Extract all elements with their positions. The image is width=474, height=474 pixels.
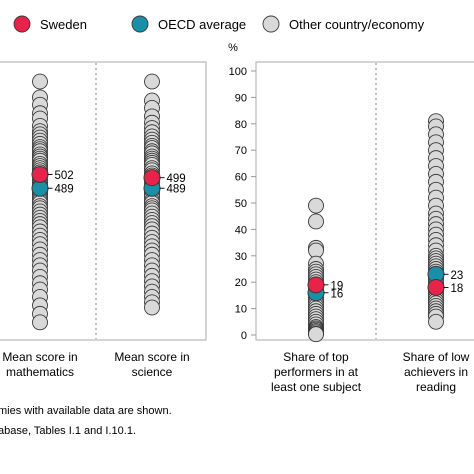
legend-item-oecd-average: OECD average	[131, 15, 246, 33]
point-other-country-economy-scores-1	[32, 73, 48, 90]
footnote-2: abase, Tables I.1 and I.10.1.	[0, 425, 136, 437]
point-other-country-economy-scores-1	[32, 314, 48, 331]
category-label-line: least one subject	[271, 380, 362, 394]
point-sweden-scores-1	[31, 165, 49, 183]
data-label-sweden: 502	[55, 170, 74, 182]
point-other-country-economy-shares-2	[428, 313, 444, 330]
point-other-country-economy-scores-2	[144, 73, 160, 90]
category-label-line: Mean score in	[114, 350, 189, 364]
point-sweden-shares-1	[307, 276, 325, 294]
category-label-line: mathematics	[6, 365, 74, 379]
category-label-scores-1: Mean score in mathematics	[2, 350, 77, 379]
point-other-country-economy-scores-2	[144, 299, 160, 316]
y-tick-label: 0	[241, 330, 247, 342]
panel-shares-category-labels: Share of top performers in at least one su…	[271, 350, 470, 394]
y-tick-label: 40	[235, 224, 247, 236]
panel-mean-scores-points	[31, 73, 161, 331]
y-tick-label: 70	[235, 145, 247, 157]
y-tick-label: 10	[235, 304, 247, 316]
data-label-oecd-average: 16	[331, 288, 344, 300]
legend-label-other-country: Other country/economy	[289, 17, 425, 32]
category-label-shares-2: Share of low achievers in reading	[403, 350, 470, 394]
panel-shares-y-axis: 0 10 20 30 40 50 60 70 80 90 100	[229, 66, 256, 342]
category-label-line: achievers in	[404, 365, 468, 379]
data-label-oecd-average: 489	[167, 184, 186, 196]
y-tick-label: 30	[235, 251, 247, 263]
data-label-sweden: 499	[167, 173, 186, 185]
panel-shares-points	[307, 113, 445, 343]
point-sweden-scores-2	[143, 169, 161, 187]
legend-item-sweden: Sweden	[13, 15, 87, 33]
footnotes: mies with available data are shown. abas…	[0, 405, 172, 437]
legend-label-oecd-average: OECD average	[158, 17, 246, 32]
category-label-line: reading	[416, 380, 456, 394]
category-label-scores-2: Mean score in science	[114, 350, 189, 379]
category-label-line: Mean score in	[2, 350, 77, 364]
data-label-oecd-average: 489	[55, 184, 74, 196]
category-label-line: Share of low	[403, 350, 470, 364]
category-label-line: Share of top	[283, 350, 349, 364]
legend-swatch-other-country	[262, 15, 280, 33]
y-tick-label: 80	[235, 119, 247, 131]
legend-swatch-sweden	[13, 15, 31, 33]
data-label-sweden: 18	[451, 283, 464, 295]
category-label-shares-1: Share of top performers in at least one su…	[271, 350, 362, 394]
y-tick-label: 20	[235, 277, 247, 289]
footnote-1: mies with available data are shown.	[0, 405, 172, 417]
point-sweden-shares-2	[427, 278, 445, 296]
panel-mean-scores-frame	[0, 61, 207, 341]
category-label-line: science	[132, 365, 173, 379]
y-tick-label: 100	[229, 66, 247, 78]
legend-label-sweden: Sweden	[40, 17, 87, 32]
category-label-line: performers in at	[274, 365, 359, 379]
legend-swatch-oecd-average	[131, 15, 149, 33]
panel-shares-frame	[255, 61, 474, 341]
point-other-country-economy-shares-1	[308, 213, 324, 230]
data-label-sweden: 19	[331, 280, 344, 292]
point-other-country-economy-shares-1	[308, 326, 324, 343]
y-tick-label: 60	[235, 172, 247, 184]
point-other-country-economy-shares-1	[308, 197, 324, 214]
y-tick-label: 50	[235, 198, 247, 210]
data-label-oecd-average: 23	[451, 270, 464, 282]
legend-item-other-country: Other country/economy	[262, 15, 425, 33]
legend: Sweden OECD average Other country/econom…	[13, 15, 425, 33]
panel-shares-y-unit-label: %	[228, 42, 238, 54]
y-tick-label: 90	[235, 92, 247, 104]
